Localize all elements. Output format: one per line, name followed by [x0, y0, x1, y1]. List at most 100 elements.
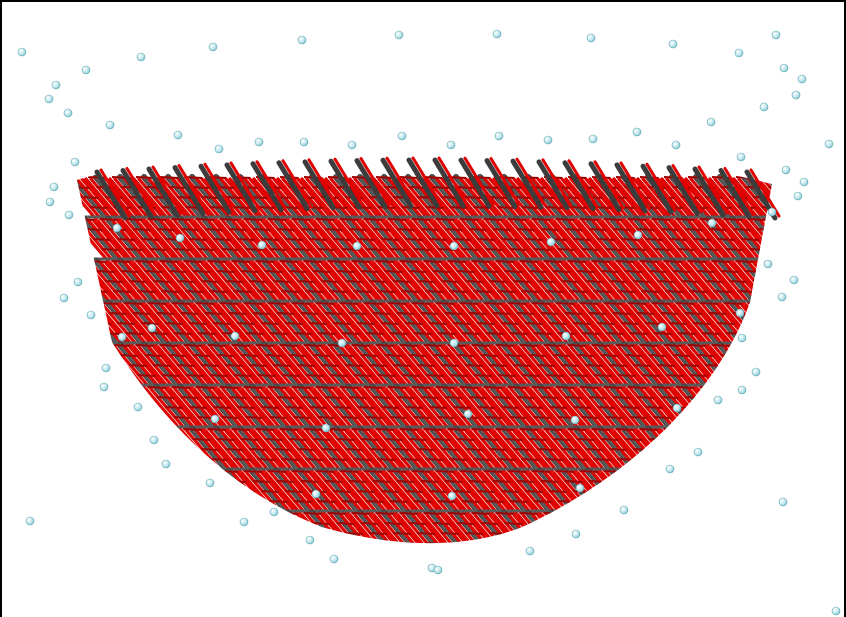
hydrogen-atom	[208, 42, 218, 52]
oxygen-bond	[588, 312, 607, 315]
oxygen-bond	[183, 219, 221, 263]
oxygen-bond	[759, 428, 772, 431]
oxygen-bond	[473, 542, 492, 544]
oxygen-bond	[149, 500, 168, 503]
oxygen-bond	[341, 500, 360, 503]
oxygen-bond	[111, 428, 131, 431]
oxygen-bond	[677, 219, 715, 263]
oxygen-bond	[387, 302, 407, 305]
oxygen-bond	[243, 345, 281, 389]
oxygen-bond	[195, 386, 215, 389]
oxygen-bond	[696, 219, 734, 263]
oxygen-bond	[123, 470, 143, 473]
oxygen-bond	[288, 387, 326, 431]
oxygen-bond	[656, 513, 694, 544]
oxygen-bond	[564, 228, 583, 231]
oxygen-bond	[774, 249, 792, 250]
oxygen-bond	[798, 501, 816, 502]
oxygen-bond	[680, 261, 718, 305]
oxygen-bond	[425, 290, 444, 293]
oxygen-bond	[713, 429, 751, 473]
hydrogen-atom	[45, 197, 55, 207]
oxygen-bond	[209, 429, 247, 473]
oxygen-bond	[288, 303, 326, 347]
oxygen-bond	[428, 387, 466, 431]
oxygen-bond	[123, 302, 143, 305]
oxygen-bond	[312, 354, 331, 357]
oxygen-bond	[168, 471, 206, 515]
oxygen-bond	[257, 261, 295, 305]
oxygen-bond	[279, 344, 299, 347]
hydrogen-atom	[117, 332, 127, 342]
oxygen-bond	[305, 177, 343, 221]
oxygen-bond	[279, 471, 317, 515]
oxygen-bond	[207, 260, 227, 263]
oxygen-bond	[509, 416, 528, 419]
oxygen-bond	[317, 500, 336, 503]
oxygen-bond	[584, 364, 604, 367]
oxygen-bond	[696, 303, 734, 347]
oxygen-bond	[593, 429, 631, 473]
oxygen-bond	[444, 513, 482, 544]
oxygen-bond	[432, 219, 470, 263]
oxygen-bond	[233, 261, 271, 305]
oxygen-bond	[689, 290, 708, 293]
oxygen-bond	[281, 542, 300, 544]
metal-bond	[670, 511, 708, 544]
oxygen-bond	[540, 513, 578, 544]
hydrogen-atom	[767, 207, 777, 217]
oxygen-bond	[653, 500, 672, 503]
oxygen-bond	[171, 302, 191, 305]
oxygen-bond	[104, 429, 142, 473]
oxygen-bond	[464, 364, 484, 367]
oxygen-bond	[605, 387, 643, 431]
oxygen-bond	[113, 374, 132, 377]
oxygen-bond	[483, 345, 521, 389]
oxygen-bond	[101, 500, 120, 503]
oxygen-bond	[317, 303, 355, 347]
metal-bond	[597, 510, 637, 544]
hydrogen-atom	[447, 491, 457, 501]
oxygen-bond	[459, 429, 497, 473]
oxygen-bond	[387, 345, 425, 389]
oxygen-bond	[617, 513, 655, 544]
metal-bond	[780, 303, 814, 343]
oxygen-bond	[416, 345, 454, 389]
metal-rod	[198, 163, 232, 215]
oxygen-bond	[104, 513, 142, 544]
oxygen-bond	[775, 473, 809, 513]
oxygen-bond	[368, 429, 406, 473]
oxygen-bond	[692, 387, 730, 431]
oxygen-bond	[197, 387, 235, 431]
oxygen-bond	[128, 345, 166, 389]
oxygen-bond	[348, 177, 386, 221]
oxygen-bond	[764, 471, 772, 515]
oxygen-bond	[692, 219, 730, 263]
oxygen-bond	[200, 513, 238, 544]
oxygen-bond	[516, 480, 535, 483]
oxygen-bond	[113, 542, 132, 544]
oxygen-bond	[401, 177, 439, 221]
oxygen-bond	[413, 416, 432, 419]
oxygen-bond	[764, 387, 772, 431]
oxygen-bond	[593, 542, 612, 544]
hydrogen-atom	[269, 507, 279, 517]
oxygen-bond	[692, 471, 730, 515]
oxygen-bond	[204, 228, 223, 231]
oxygen-bond	[564, 480, 583, 483]
oxygen-bond	[759, 219, 772, 263]
oxygen-bond	[284, 490, 304, 493]
oxygen-bond	[240, 438, 259, 441]
oxygen-bond	[300, 177, 338, 221]
oxygen-bond	[528, 438, 547, 441]
metal-rod	[146, 166, 180, 218]
oxygen-bond	[749, 471, 772, 515]
oxygen-bond	[96, 219, 134, 263]
oxygen-bond	[569, 345, 607, 389]
oxygen-bond	[608, 364, 628, 367]
oxygen-bond	[507, 386, 527, 389]
oxygen-bond	[377, 345, 415, 389]
oxygen-bond	[161, 458, 180, 461]
metal-bond	[633, 468, 673, 514]
oxygen-bond	[204, 312, 223, 315]
